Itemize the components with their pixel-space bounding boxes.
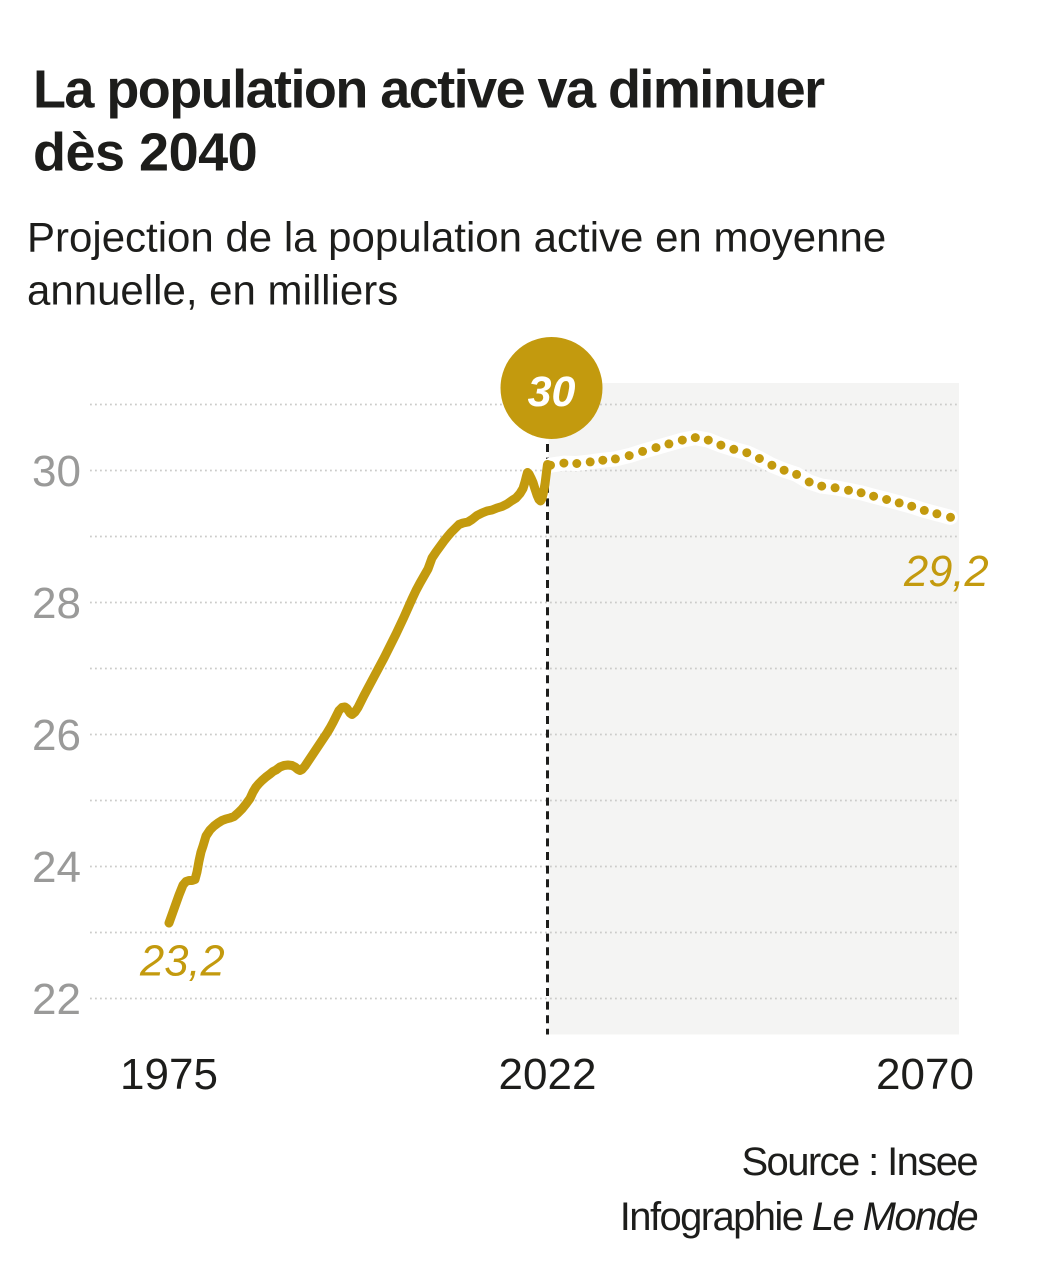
svg-text:Infographie Le Monde: Infographie Le Monde <box>620 1195 978 1239</box>
svg-text:23,2: 23,2 <box>139 938 225 986</box>
svg-text:28: 28 <box>32 579 81 628</box>
svg-text:26: 26 <box>32 711 81 760</box>
svg-text:24: 24 <box>32 843 81 892</box>
svg-text:Projection de la population ac: Projection de la population active en mo… <box>27 214 886 261</box>
svg-text:2022: 2022 <box>499 1050 597 1099</box>
svg-text:30: 30 <box>32 447 81 496</box>
svg-text:30: 30 <box>528 368 576 416</box>
svg-text:La population active va diminu: La population active va diminuer <box>33 60 825 120</box>
svg-text:2070: 2070 <box>876 1050 974 1099</box>
svg-text:22: 22 <box>32 975 81 1024</box>
svg-text:Source : Insee: Source : Insee <box>741 1140 977 1184</box>
svg-text:1975: 1975 <box>120 1050 218 1099</box>
svg-text:29,2: 29,2 <box>903 548 989 596</box>
svg-text:dès 2040: dès 2040 <box>33 122 257 182</box>
svg-text:annuelle, en milliers: annuelle, en milliers <box>27 267 398 314</box>
